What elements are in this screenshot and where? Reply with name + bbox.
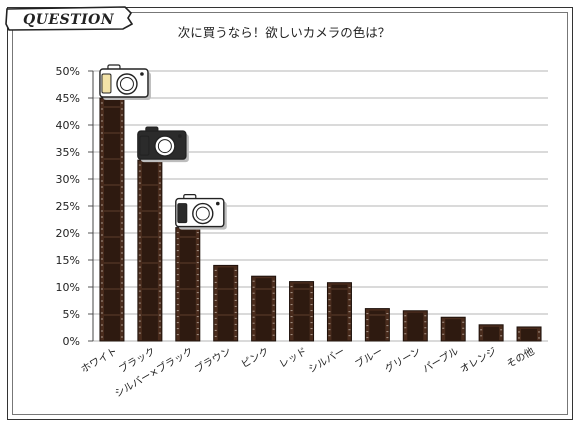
y-tick-label: 0% [63,335,80,348]
bar [364,308,390,342]
y-tick-label: 40% [56,119,80,132]
y-tick-label: 35% [56,146,80,159]
bar [516,326,542,342]
x-tick-label: シルバー [306,345,347,375]
badge-label: QUESTION [23,12,115,28]
inner-frame [12,12,568,415]
question-badge: QUESTION [5,5,134,31]
camera-icon [175,194,227,230]
x-tick-label: ブラウン [192,344,233,375]
y-tick-label: 30% [56,173,80,186]
camera-icon [99,64,151,100]
y-tick-label: 15% [56,254,80,267]
chart-title: 次に買うなら！欲しいカメラの色は？ [178,25,391,40]
x-tick-label: オレンジ [458,345,499,375]
bar [326,282,352,342]
bar [289,281,315,342]
bar [440,316,466,342]
bar [251,275,277,342]
camera-icon [137,126,189,163]
bar [478,324,504,342]
y-axis-ticks: 0% 5% 10% 15% 20% 25% 30% 35% 40% 45% 50% [56,65,80,348]
outer-frame [7,7,573,420]
y-tick-label: 20% [56,227,80,240]
bar [175,227,201,342]
bar [402,310,428,342]
badge-background [5,6,134,31]
y-tick-label: 25% [56,200,80,213]
x-tick-label: ホワイト [79,345,120,375]
y-tick-label: 10% [56,281,80,294]
x-tick-label: ピンク [239,345,271,370]
x-tick-label: レッド [278,346,309,371]
gridlines [88,70,548,342]
camera-icons [99,64,227,230]
x-tick-label: ブルー [352,344,384,370]
bars [99,97,542,342]
y-tick-label: 50% [56,65,80,78]
x-tick-label: パープル [421,345,461,375]
x-tick-label: その他 [504,344,536,370]
bar [137,159,163,342]
x-tick-label: グリーン [382,344,423,375]
y-tick-label: 5% [63,308,80,321]
bar [213,264,239,342]
bar [99,97,125,342]
y-tick-label: 45% [56,92,80,105]
